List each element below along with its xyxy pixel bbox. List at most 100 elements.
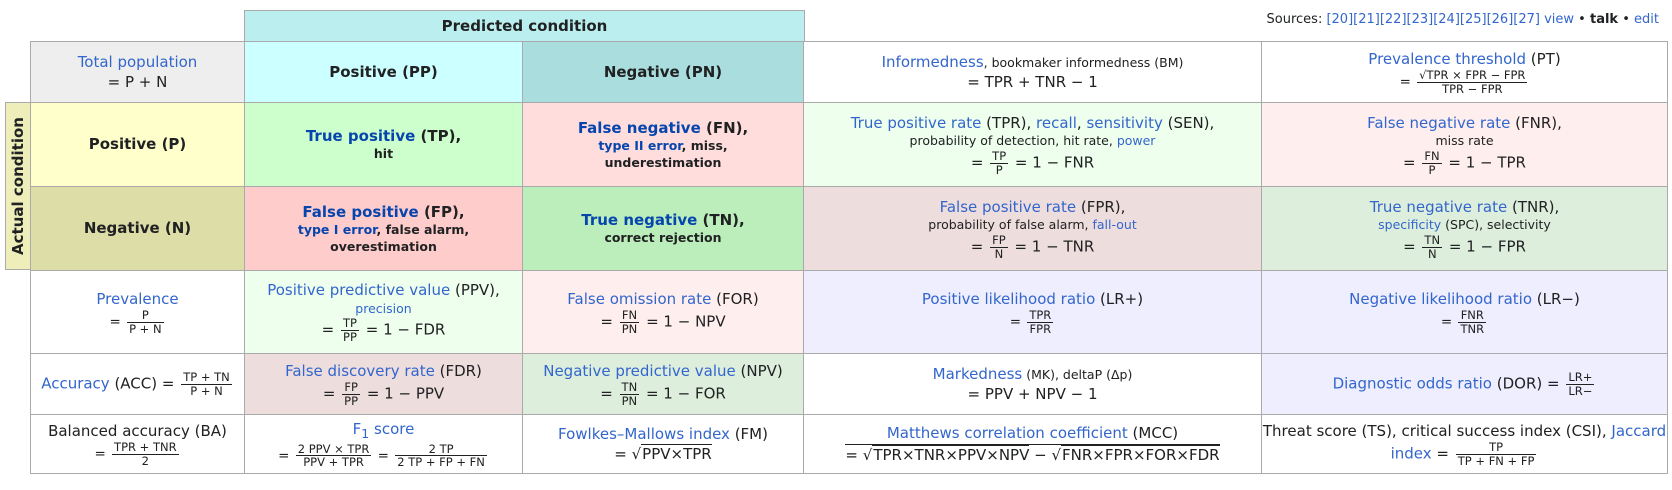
- true-negative-cell: True negative (TN), correct rejection: [523, 187, 804, 271]
- fowlkes-mallows-link[interactable]: Fowlkes–Mallows index: [558, 424, 730, 443]
- underestimation-label: underestimation: [604, 154, 722, 170]
- true-negative-link[interactable]: True negative: [581, 210, 698, 229]
- tpr-complement: = 1 − FNR: [1014, 153, 1095, 172]
- predicted-negative-label: Negative (PN): [603, 62, 723, 81]
- accuracy-abbr: (ACC) =: [109, 374, 175, 393]
- predicted-negative-cell: Negative (PN): [523, 42, 804, 103]
- false-negative-abbr: (FN),: [700, 118, 749, 137]
- jaccard-index-link[interactable]: index: [1390, 444, 1432, 463]
- fpr-aliases: probability of false alarm,: [928, 217, 1093, 233]
- comma: ,: [1076, 113, 1087, 132]
- equals: =: [321, 321, 335, 340]
- tpr-aliases: probability of detection, hit rate,: [909, 133, 1117, 149]
- equals: =: [1440, 314, 1453, 331]
- equals: =: [600, 312, 613, 331]
- fraction-numerator: TP: [341, 316, 359, 332]
- tnr-link[interactable]: True negative rate: [1369, 197, 1508, 216]
- fnr-abbr: (FNR),: [1510, 113, 1562, 132]
- f1-fraction-counts: 2 TP 2 TP + FP + FN: [395, 443, 487, 469]
- power-link[interactable]: power: [1116, 133, 1156, 149]
- fpr-complement: = 1 − TNR: [1014, 237, 1095, 256]
- true-negative-abbr: (TN),: [697, 210, 745, 229]
- actual-negative-label: Negative (N): [83, 219, 192, 238]
- lr-negative-link[interactable]: Negative likelihood ratio: [1349, 289, 1533, 308]
- fraction-numerator: √TPR × FPR − FPR: [1417, 67, 1528, 83]
- threat-score-label: Threat score (TS), critical success inde…: [1262, 421, 1612, 440]
- f1-score-link[interactable]: F1 score: [352, 419, 415, 441]
- fdr-link[interactable]: False discovery rate: [285, 361, 435, 380]
- accuracy-link[interactable]: Accuracy: [41, 374, 110, 393]
- type-ii-error-link[interactable]: type II error: [598, 137, 682, 153]
- tnr-aliases: (SPC), selectivity: [1441, 217, 1551, 233]
- fpr-cell: False positive rate (FPR), probability o…: [804, 187, 1262, 271]
- fraction-denominator: PP: [344, 393, 359, 408]
- lr-positive-fraction: TPR FPR: [1027, 309, 1054, 335]
- true-positive-link[interactable]: True positive: [305, 126, 416, 145]
- jaccard-link[interactable]: Jaccard: [1611, 421, 1667, 440]
- for-link[interactable]: False omission rate: [567, 289, 712, 308]
- balanced-accuracy-label: Balanced accuracy (BA): [48, 421, 227, 440]
- talk-link[interactable]: talk: [1589, 12, 1619, 27]
- prevalence-threshold-abbr: (PT): [1526, 49, 1561, 68]
- false-negative-link[interactable]: False negative: [577, 118, 701, 137]
- ppv-link[interactable]: Positive predictive value: [267, 281, 451, 300]
- fraction-numerator: TP + TN: [181, 369, 232, 385]
- actual-positive-label: Positive (P): [88, 135, 187, 154]
- sources-refs-link[interactable]: [20][21][22][23][24][25][26][27]: [1326, 12, 1540, 27]
- fnr-link[interactable]: False negative rate: [1367, 113, 1511, 132]
- fowlkes-mallows-abbr: (FM): [729, 424, 768, 443]
- mcc-link[interactable]: Matthews correlation coefficient: [886, 424, 1128, 443]
- square-root-symbol: = √: [614, 445, 642, 463]
- separator: •: [1622, 12, 1630, 27]
- informedness-link[interactable]: Informedness: [881, 52, 984, 71]
- tpr-fraction: TP P: [990, 150, 1009, 176]
- edit-link[interactable]: edit: [1634, 12, 1659, 27]
- npv-link[interactable]: Negative predictive value: [543, 361, 736, 380]
- specificity-link[interactable]: specificity: [1378, 217, 1442, 233]
- informedness-cell: Informedness, bookmaker informedness (BM…: [804, 42, 1262, 103]
- prevalence-link[interactable]: Prevalence: [96, 289, 179, 308]
- fdr-fraction: FP PP: [342, 381, 361, 408]
- fowlkes-mallows-radicand: PPV×TPR: [641, 444, 712, 463]
- fnr-fraction: FN P: [1422, 150, 1442, 176]
- sources-line: Sources: [20][21][22][23][24][25][26][27…: [1267, 12, 1659, 27]
- view-link[interactable]: view: [1544, 12, 1575, 27]
- prevalence-threshold-link[interactable]: Prevalence threshold: [1368, 49, 1527, 68]
- lr-positive-link[interactable]: Positive likelihood ratio: [921, 289, 1096, 308]
- lr-negative-fraction: FNR TNR: [1458, 309, 1487, 335]
- f1-subscript: 1: [361, 425, 370, 441]
- fraction-denominator: LR−: [1568, 383, 1593, 398]
- equals: =: [1436, 444, 1449, 463]
- sen-abbr: (SEN),: [1162, 113, 1215, 132]
- tnr-cell: True negative rate (TNR), specificity (S…: [1262, 187, 1668, 271]
- type-i-error-link[interactable]: type I error: [297, 221, 377, 237]
- fdr-complement: = 1 − PPV: [366, 384, 445, 403]
- f1-letter: F: [352, 419, 362, 438]
- prevalence-threshold-cell: Prevalence threshold (PT) = √TPR × FPR −…: [1262, 42, 1668, 103]
- fraction-numerator: LR+: [1566, 369, 1595, 385]
- fraction-numerator: FP: [990, 232, 1008, 248]
- fall-out-link[interactable]: fall-out: [1092, 217, 1137, 233]
- fraction-numerator: 2 TP: [395, 443, 487, 457]
- sensitivity-link[interactable]: sensitivity: [1086, 113, 1163, 132]
- fpr-link[interactable]: False positive rate: [939, 197, 1077, 216]
- true-positive-abbr: (TP),: [415, 126, 462, 145]
- dor-link[interactable]: Diagnostic odds ratio: [1332, 374, 1492, 393]
- fraction-denominator: 2 TP + FP + FN: [397, 455, 485, 470]
- equals: =: [1009, 314, 1022, 331]
- fpr-abbr: (FPR),: [1076, 197, 1126, 216]
- total-population-link[interactable]: Total population: [77, 52, 198, 71]
- precision-link[interactable]: precision: [355, 300, 412, 316]
- fowlkes-mallows-cell: Fowlkes–Mallows index (FM) = √PPV×TPR: [523, 415, 804, 474]
- ppv-fraction: TP PP: [341, 317, 359, 343]
- recall-link[interactable]: recall: [1036, 113, 1077, 132]
- f1-score-word: score: [369, 419, 415, 438]
- equals: =: [970, 153, 984, 172]
- tpr-link[interactable]: True positive rate: [850, 113, 982, 132]
- false-positive-link[interactable]: False positive: [302, 202, 419, 221]
- ppv-abbr: (PPV),: [450, 281, 500, 300]
- fraction-denominator: N: [1427, 246, 1437, 261]
- markedness-link[interactable]: Markedness: [932, 364, 1023, 383]
- equals: =: [1403, 237, 1416, 256]
- correct-rejection-label: correct rejection: [604, 230, 722, 246]
